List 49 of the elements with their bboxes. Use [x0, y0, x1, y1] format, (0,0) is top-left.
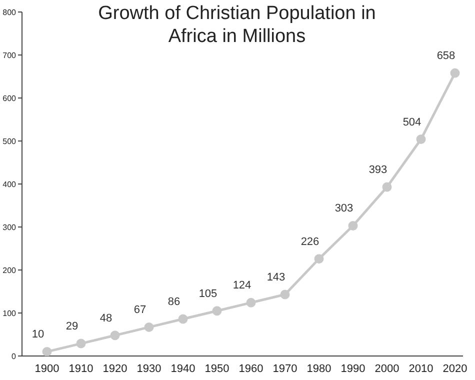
- x-tick-label: 2000: [374, 362, 400, 375]
- point: [416, 134, 426, 144]
- data-label: 504: [402, 116, 422, 128]
- x-tick-label: 1930: [136, 362, 162, 375]
- data-label: 105: [198, 288, 218, 300]
- point: [382, 182, 392, 192]
- data-label: 67: [134, 304, 146, 316]
- point: [110, 330, 120, 340]
- chart-title: Growth of Christian Population in Africa in Millions: [97, 2, 377, 48]
- x-tick-label: 1970: [272, 362, 298, 375]
- point: [280, 290, 290, 300]
- y-tick-label: 100: [2, 308, 17, 318]
- point: [76, 338, 86, 348]
- x-tick-label: 1960: [238, 362, 264, 375]
- x-tick-label: 1910: [68, 362, 94, 375]
- y-tick-label: 200: [2, 266, 17, 275]
- point: [314, 254, 324, 264]
- y-tick-label: 600: [2, 94, 17, 103]
- data-label: 29: [66, 320, 78, 333]
- x-tick-label: 1950: [204, 362, 230, 375]
- data-label: 86: [168, 296, 180, 308]
- data-label: 658: [436, 50, 456, 62]
- x-tick-label: 1940: [170, 362, 196, 375]
- data-label: 124: [232, 280, 252, 292]
- x-tick-label: 1980: [306, 362, 332, 375]
- y-tick-label: 400: [2, 180, 17, 189]
- point: [144, 322, 154, 332]
- y-tick-label: 700: [2, 50, 17, 60]
- data-label: 10: [32, 328, 44, 341]
- data-label: 48: [100, 312, 112, 324]
- point: [212, 306, 222, 316]
- data-label: 303: [334, 202, 354, 215]
- data-label: 393: [368, 164, 388, 176]
- point: [246, 298, 256, 308]
- x-tick-label: 2010: [408, 362, 434, 375]
- y-tick-label: 0: [12, 352, 17, 361]
- x-tick-label: 1990: [340, 362, 366, 375]
- point: [178, 314, 188, 324]
- data-label: 143: [266, 272, 286, 284]
- x-tick-label: 1920: [102, 362, 128, 375]
- y-tick-label: 500: [2, 136, 17, 146]
- point: [348, 220, 358, 230]
- x-tick-label: 2020: [442, 362, 468, 375]
- data-label: 226: [300, 236, 320, 248]
- point: [42, 346, 52, 356]
- y-tick-label: 800: [2, 8, 17, 17]
- x-tick-label: 1900: [34, 362, 60, 375]
- point: [450, 68, 460, 78]
- y-tick-label: 300: [2, 222, 17, 232]
